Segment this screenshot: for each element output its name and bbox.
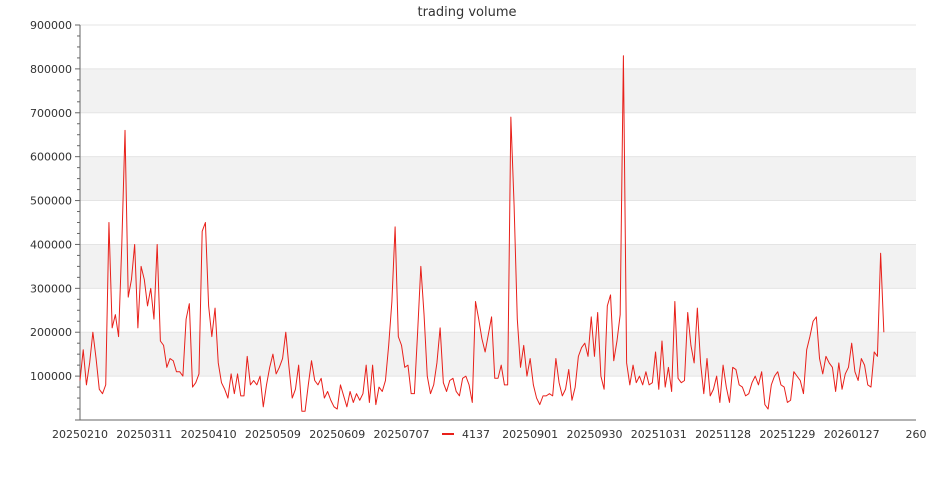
grid-band (80, 68, 916, 113)
legend-label: 4137 (462, 428, 490, 441)
x-tick-label: 20250210 (52, 428, 108, 441)
grid-band (80, 244, 916, 289)
x-tick-label: 20251128 (695, 428, 751, 441)
chart-title: trading volume (417, 5, 516, 20)
y-tick-label: 700000 (30, 107, 72, 120)
x-tick-label: 20250930 (566, 428, 622, 441)
grid-band (80, 156, 916, 201)
grid-band (80, 332, 916, 377)
x-tick-label: 20251229 (759, 428, 815, 441)
x-tick-label: 20250609 (309, 428, 365, 441)
x-tick-label: 20250901 (502, 428, 558, 441)
x-tick-label: 260 (906, 428, 927, 441)
series-layer (79, 55, 885, 412)
chart-bands (80, 68, 916, 377)
x-tick-label: 20250707 (374, 428, 430, 441)
y-tick-label: 200000 (30, 326, 72, 339)
x-tick-label: 20251031 (631, 428, 687, 441)
series-line (79, 55, 885, 412)
x-tick-label: 20250410 (181, 428, 237, 441)
legend-background (438, 424, 502, 440)
y-tick-label: 500000 (30, 195, 72, 208)
y-tick-label: 300000 (30, 282, 72, 295)
x-tick-label: 20250509 (245, 428, 301, 441)
x-ticks: 20250210 20250311 20250410 20250509 20250609… (52, 428, 927, 441)
y-tick-label: 600000 (30, 151, 72, 164)
x-tick-label: 20250311 (116, 428, 172, 441)
y-tick-label: 400000 (30, 238, 72, 251)
y-tick-label: 800000 (30, 63, 72, 76)
legend: 4137 (438, 424, 502, 441)
x-tick-label: 20260127 (824, 428, 880, 441)
y-tick-label: 900000 (30, 19, 72, 32)
y-tick-label: 100000 (30, 370, 72, 383)
y-ticks: 100000 200000 300000 400000 500000 600000 7000… (30, 19, 80, 421)
chart-gridlines (80, 24, 916, 377)
